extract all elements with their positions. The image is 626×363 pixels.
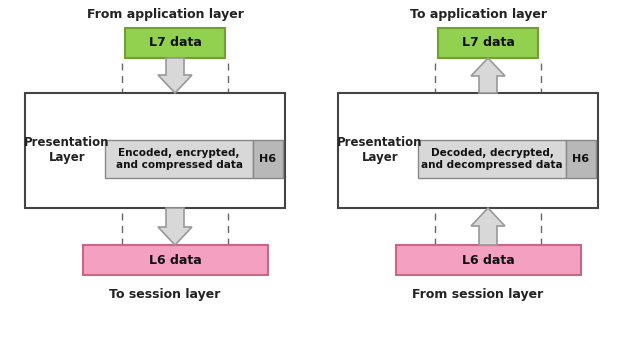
Text: From application layer: From application layer xyxy=(86,8,244,21)
Text: Encoded, encrypted,
and compressed data: Encoded, encrypted, and compressed data xyxy=(116,148,242,170)
Text: Decoded, decrypted,
and decompressed data: Decoded, decrypted, and decompressed dat… xyxy=(421,148,563,170)
Text: H6: H6 xyxy=(259,154,277,164)
Polygon shape xyxy=(471,58,505,93)
Text: H6: H6 xyxy=(572,154,590,164)
Bar xyxy=(25,93,285,208)
Polygon shape xyxy=(158,58,192,93)
Bar xyxy=(253,140,283,178)
Text: L6 data: L6 data xyxy=(148,253,202,266)
Text: L7 data: L7 data xyxy=(148,37,202,49)
Text: To application layer: To application layer xyxy=(409,8,546,21)
Bar xyxy=(396,245,580,275)
Bar xyxy=(83,245,267,275)
Bar xyxy=(438,28,538,58)
Text: Presentation
Layer: Presentation Layer xyxy=(24,136,110,164)
Text: To session layer: To session layer xyxy=(110,288,221,301)
Bar xyxy=(105,140,253,178)
Polygon shape xyxy=(158,208,192,245)
Bar xyxy=(566,140,596,178)
Text: Presentation
Layer: Presentation Layer xyxy=(337,136,423,164)
Bar xyxy=(338,93,598,208)
Polygon shape xyxy=(471,208,505,245)
Bar xyxy=(125,28,225,58)
Text: From session layer: From session layer xyxy=(413,288,543,301)
Text: L7 data: L7 data xyxy=(461,37,515,49)
Bar xyxy=(418,140,566,178)
Text: L6 data: L6 data xyxy=(461,253,515,266)
